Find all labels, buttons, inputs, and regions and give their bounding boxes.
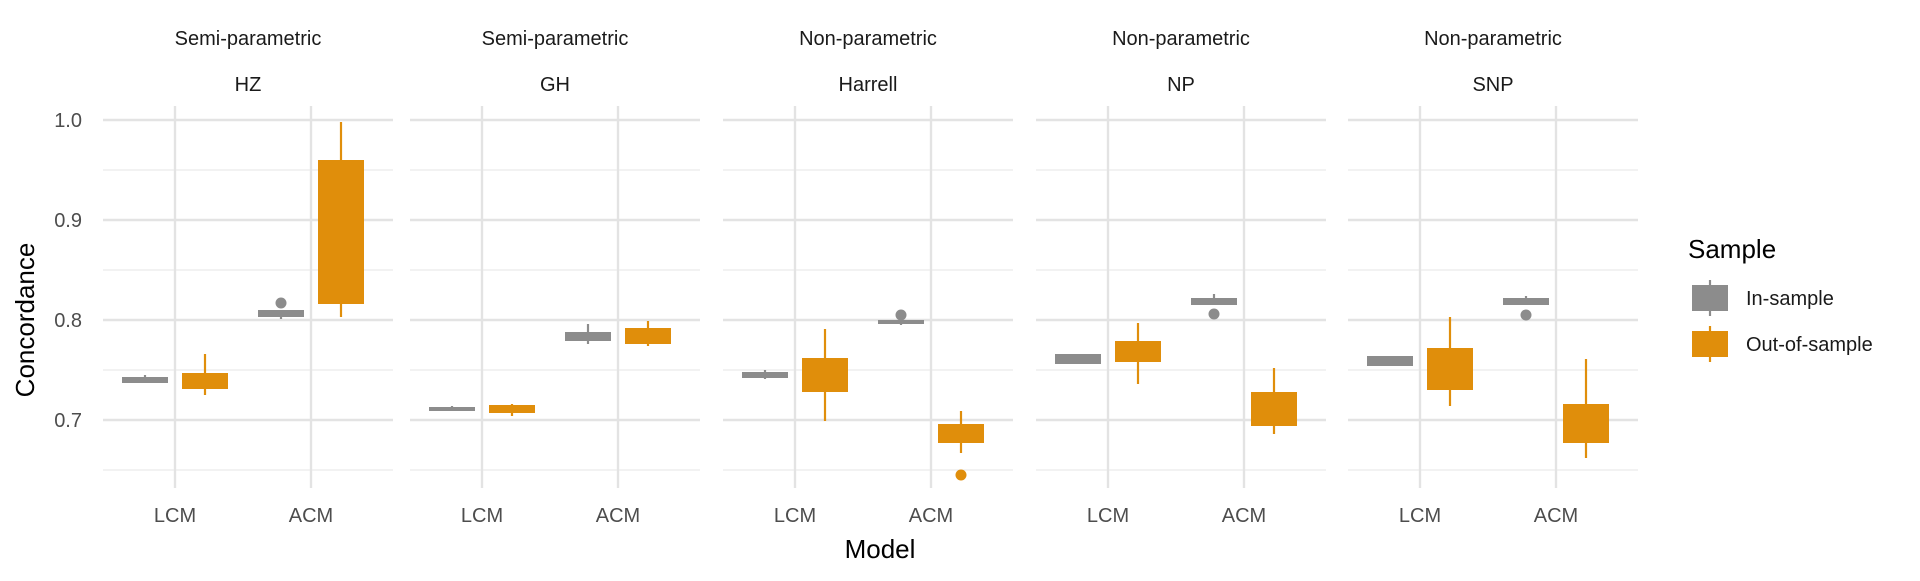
y-tick-label: 0.7 bbox=[54, 410, 82, 432]
box-body bbox=[318, 160, 364, 304]
box-lcm-out bbox=[1115, 323, 1161, 384]
legend-key-swatch bbox=[1692, 285, 1728, 311]
box-acm-out bbox=[1563, 359, 1609, 458]
y-tick-label: 0.8 bbox=[54, 310, 82, 332]
box-lcm-in bbox=[742, 370, 788, 379]
x-tick-label: ACM bbox=[909, 505, 953, 527]
panel-metric-label: NP bbox=[1167, 74, 1195, 96]
box-acm-in bbox=[878, 309, 924, 325]
box-body bbox=[1115, 341, 1161, 362]
box-acm-out bbox=[625, 321, 671, 346]
box-acm-out bbox=[318, 122, 364, 317]
legend-key-swatch bbox=[1692, 331, 1728, 357]
panel-family-label: Semi-parametric bbox=[482, 28, 629, 50]
x-tick-label: LCM bbox=[1399, 505, 1441, 527]
outlier-point bbox=[275, 297, 287, 309]
panel-family-label: Semi-parametric bbox=[175, 28, 322, 50]
box-lcm-out bbox=[802, 329, 848, 421]
box-acm-in bbox=[565, 324, 611, 344]
legend-item-label: In-sample bbox=[1746, 288, 1834, 310]
box-body bbox=[1191, 298, 1237, 305]
outlier-point bbox=[1208, 308, 1220, 320]
x-axis-title: Model bbox=[845, 534, 916, 564]
x-tick-label: ACM bbox=[596, 505, 640, 527]
box-lcm-out bbox=[1427, 317, 1473, 406]
legend-item: Out-of-sample bbox=[1692, 326, 1873, 362]
panel-harrell: Non-parametric Harrell LCM ACM bbox=[723, 28, 1013, 527]
y-tick-label: 1.0 bbox=[54, 110, 82, 132]
box-lcm-out bbox=[182, 354, 228, 395]
box-lcm-in bbox=[429, 406, 475, 411]
panel-family-label: Non-parametric bbox=[799, 28, 937, 50]
x-tick-label: LCM bbox=[774, 505, 816, 527]
box-acm-in bbox=[258, 297, 304, 319]
box-acm-in bbox=[1191, 294, 1237, 320]
panel-metric-label: Harrell bbox=[839, 74, 898, 96]
box-body bbox=[1563, 404, 1609, 443]
x-tick-label: ACM bbox=[1534, 505, 1578, 527]
x-tick-label: ACM bbox=[289, 505, 333, 527]
box-body bbox=[182, 373, 228, 389]
box-lcm-in bbox=[122, 375, 168, 383]
box-acm-out bbox=[1251, 368, 1297, 434]
legend-item: In-sample bbox=[1692, 280, 1834, 316]
legend-items: In-sample Out-of-sample bbox=[1692, 280, 1873, 362]
legend-title: Sample bbox=[1688, 234, 1776, 264]
panel-family-label: Non-parametric bbox=[1424, 28, 1562, 50]
outlier-point bbox=[955, 469, 967, 481]
panel-metric-label: SNP bbox=[1472, 74, 1513, 96]
box-body bbox=[938, 424, 984, 443]
x-tick-label: LCM bbox=[154, 505, 196, 527]
outlier-point bbox=[1520, 309, 1532, 321]
box-acm-in bbox=[1503, 296, 1549, 321]
x-tick-label: ACM bbox=[1222, 505, 1266, 527]
panel-metric-label: GH bbox=[540, 74, 570, 96]
x-tick-label: LCM bbox=[461, 505, 503, 527]
box-acm-out bbox=[938, 411, 984, 481]
y-tick-label: 0.9 bbox=[54, 210, 82, 232]
box-lcm-in bbox=[1055, 354, 1101, 364]
legend-item-label: Out-of-sample bbox=[1746, 334, 1873, 356]
panel-metric-label: HZ bbox=[235, 74, 262, 96]
box-body bbox=[1427, 348, 1473, 390]
panel-hz: Semi-parametric HZ LCM ACM bbox=[103, 28, 393, 527]
legend: Sample In-sample Out-of-sample bbox=[1688, 234, 1873, 362]
y-axis-title: Concordance bbox=[10, 243, 40, 398]
panel-snp: Non-parametric SNP LCM ACM bbox=[1348, 28, 1638, 527]
outlier-point bbox=[895, 309, 907, 321]
x-tick-label: LCM bbox=[1087, 505, 1129, 527]
panel-gh: Semi-parametric GH LCM ACM bbox=[410, 28, 700, 527]
box-lcm-out bbox=[489, 404, 535, 416]
panel-family-label: Non-parametric bbox=[1112, 28, 1250, 50]
box-lcm-in bbox=[1367, 356, 1413, 366]
panel-np: Non-parametric NP LCM ACM bbox=[1036, 28, 1326, 527]
